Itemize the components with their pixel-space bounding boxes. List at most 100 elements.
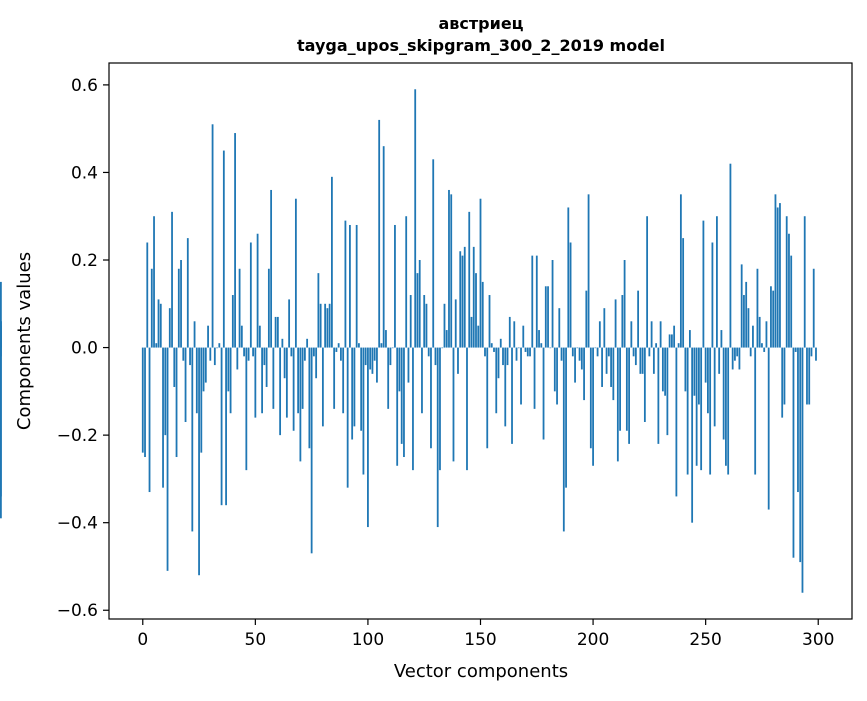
bar [716, 216, 718, 348]
bar [423, 295, 426, 348]
y-axis-label: Components values [14, 252, 35, 430]
bar [803, 216, 806, 348]
bar [585, 290, 588, 348]
bar [292, 347, 295, 431]
bar [772, 290, 775, 348]
bar [400, 347, 403, 444]
bar [328, 303, 331, 348]
bar [240, 325, 243, 348]
bar [472, 246, 475, 348]
bar [740, 264, 743, 348]
bar [150, 268, 153, 348]
bar [258, 325, 261, 348]
bar [216, 347, 218, 349]
bar [254, 347, 257, 418]
bar [783, 347, 786, 405]
bar [603, 308, 606, 348]
bar [675, 347, 678, 497]
x-tick-label: 300 [802, 630, 834, 650]
bar [569, 242, 572, 348]
bar [808, 347, 811, 405]
bar [700, 347, 703, 471]
bar [628, 347, 630, 444]
bar [189, 347, 191, 366]
bar [470, 316, 473, 348]
bar [382, 146, 385, 348]
bar [207, 325, 209, 348]
bar [155, 343, 158, 348]
bar [340, 347, 342, 361]
bar [756, 268, 759, 348]
bar [177, 268, 180, 348]
bar [549, 347, 552, 349]
bar [378, 119, 381, 348]
bar [684, 347, 687, 392]
bar [587, 194, 590, 348]
bar [643, 347, 646, 422]
bar [209, 347, 212, 361]
bar [252, 347, 254, 357]
bar [353, 347, 356, 427]
bar [276, 316, 279, 348]
bar [544, 286, 547, 348]
bar [504, 347, 507, 427]
bar [274, 316, 277, 348]
bar [229, 347, 232, 414]
bar [556, 347, 558, 405]
bar [141, 347, 144, 453]
bar [758, 316, 761, 348]
bar [220, 347, 223, 506]
bar [344, 220, 347, 348]
bar [418, 260, 421, 348]
bar [670, 334, 673, 348]
bar [641, 347, 644, 374]
bar [159, 303, 162, 348]
bar [623, 260, 626, 348]
bar [718, 347, 721, 374]
bar [175, 347, 178, 458]
bar [495, 347, 498, 414]
bar [380, 343, 383, 348]
bar [396, 347, 399, 466]
bar [637, 290, 640, 348]
bar [610, 347, 612, 387]
bar [560, 347, 563, 361]
bar [576, 347, 579, 349]
bar [202, 347, 205, 392]
bar [333, 347, 336, 409]
bar [709, 347, 712, 475]
y-tick-label: 0.0 [71, 339, 98, 359]
bar [621, 295, 624, 348]
bar [693, 347, 696, 396]
x-tick-label: 200 [577, 630, 609, 650]
x-tick-label: 250 [689, 630, 721, 650]
bar [788, 233, 790, 348]
bar [439, 347, 441, 471]
bar [711, 242, 714, 348]
bar [186, 238, 189, 348]
bar [222, 150, 225, 348]
bar [263, 347, 266, 366]
bar [547, 286, 549, 348]
bar [297, 347, 300, 414]
bar [466, 347, 468, 471]
bar [218, 343, 221, 348]
bar [725, 347, 727, 466]
bar [211, 124, 214, 348]
bar [283, 347, 286, 379]
bar [761, 343, 763, 348]
bar [0, 281, 2, 348]
bar [321, 347, 324, 427]
bar [270, 189, 273, 348]
bar [589, 347, 592, 449]
bar [403, 347, 405, 458]
bar [486, 347, 489, 449]
bar [157, 299, 160, 348]
bar [792, 347, 795, 558]
bar [540, 343, 543, 348]
bar [310, 347, 313, 554]
bar [779, 203, 781, 348]
bar [389, 347, 392, 366]
bar [567, 207, 570, 348]
bar [441, 347, 444, 349]
